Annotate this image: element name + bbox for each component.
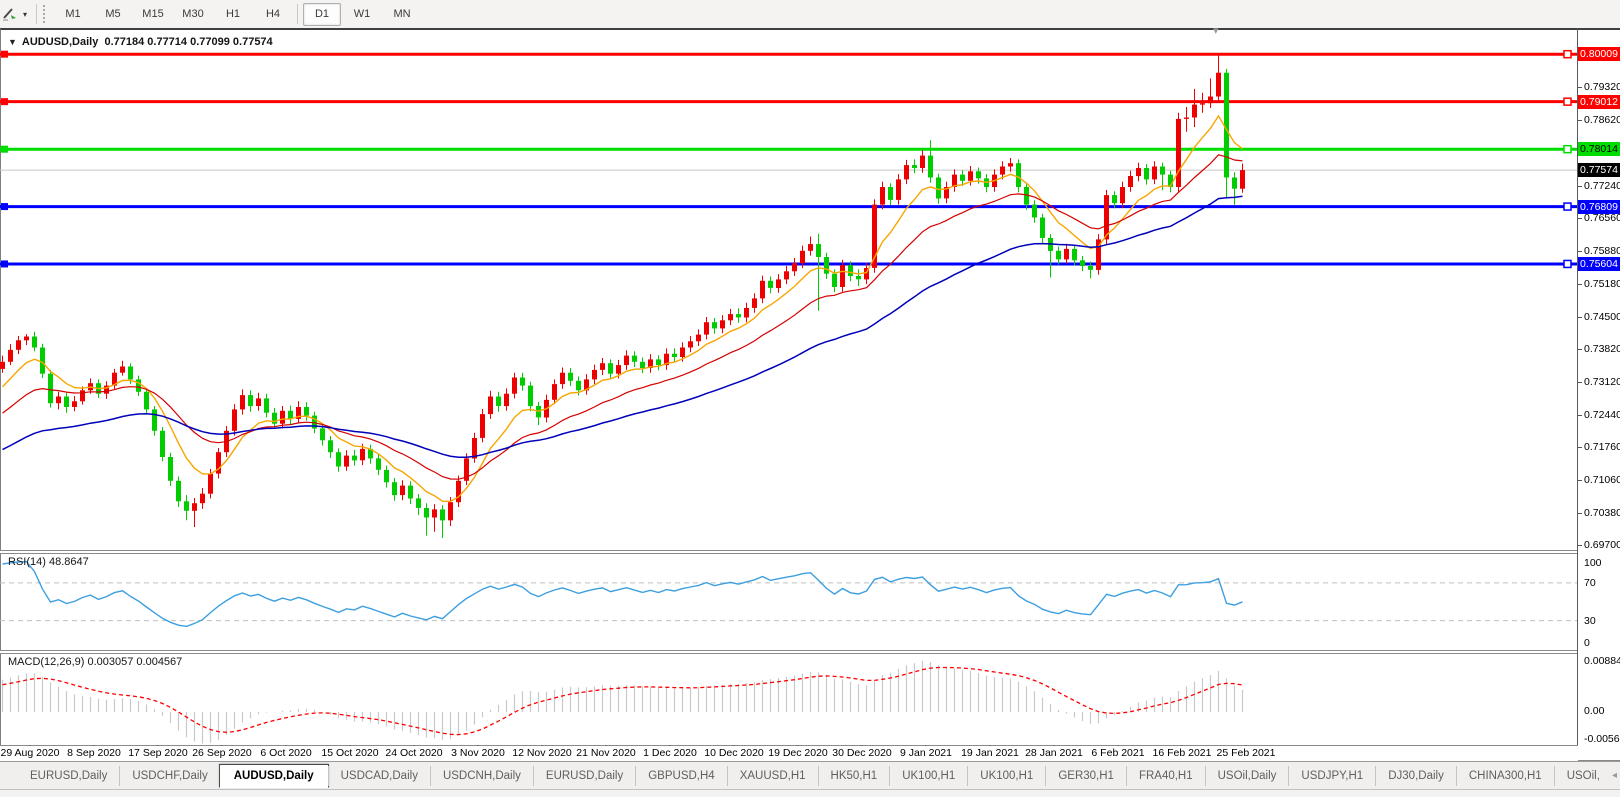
timeframe-button-M1[interactable]: M1	[65, 7, 81, 20]
chart-tab-usoil-[interactable]: USOil,	[1553, 765, 1612, 786]
date-axis-label: 8 Sep 2020	[67, 747, 121, 759]
price-tick-label: 0.72440	[1577, 409, 1620, 421]
chart-tab-usdcnh-daily[interactable]: USDCNH,Daily	[429, 765, 533, 786]
chart-tab-china300-h1[interactable]: CHINA300,H1	[1455, 765, 1554, 786]
price-scale-axis-line	[1577, 28, 1578, 745]
toolbar-separator	[297, 4, 298, 24]
price-tick-label: 0.75880	[1577, 245, 1620, 257]
chart-tab-xauusd-h1[interactable]: XAUUSD,H1	[726, 765, 818, 786]
date-axis-label: 28 Jan 2021	[1025, 747, 1083, 759]
chart-tab-dj30-daily[interactable]: DJ30,Daily	[1375, 765, 1456, 786]
macd-scale-label: 0.00884	[1584, 655, 1620, 667]
price-tick-label: 0.70380	[1577, 507, 1620, 519]
price-tick-label: 0.73120	[1577, 376, 1620, 388]
timeframe-button-MN[interactable]: MN	[393, 7, 411, 20]
hline-price-badge: 0.75604	[1578, 256, 1620, 271]
price-tick-label: 0.79320	[1577, 81, 1620, 93]
price-tick-label: 0.76560	[1577, 212, 1620, 224]
timeframe-button-M30[interactable]: M30	[182, 7, 204, 20]
date-axis-label: 19 Dec 2020	[768, 747, 828, 759]
pane-divider-macd-dates	[0, 745, 1578, 746]
date-axis-label: 24 Oct 2020	[385, 747, 443, 759]
chart-tab-usdcad-daily[interactable]: USDCAD,Daily	[327, 765, 430, 786]
price-tick-label: 0.74500	[1577, 311, 1620, 323]
price-tick-label: 0.75180	[1577, 278, 1620, 290]
rsi-indicator-label: RSI(14) 48.8647	[8, 556, 89, 568]
date-axis-label: 1 Dec 2020	[643, 747, 697, 759]
chart-tab-eurusd-daily[interactable]: EURUSD,Daily	[532, 765, 635, 786]
chart-ohlc-header: ▼ AUDUSD,Daily 0.77184 0.77714 0.77099 0.…	[8, 36, 273, 48]
timeframe-button-W1[interactable]: W1	[353, 7, 371, 20]
chart-tab-usdchf-daily[interactable]: USDCHF,Daily	[119, 765, 219, 786]
timeframe-button-D1[interactable]: D1	[303, 2, 341, 26]
current-price-badge: 0.77574	[1578, 163, 1620, 178]
date-axis-label: 6 Feb 2021	[1091, 747, 1145, 759]
chart-tab-usdjpy-h1[interactable]: USDJPY,H1	[1288, 765, 1375, 786]
chart-tab-uk100-h1[interactable]: UK100,H1	[889, 765, 967, 786]
date-axis-label: 30 Dec 2020	[832, 747, 892, 759]
date-axis-label: 9 Jan 2021	[900, 747, 952, 759]
price-tick-label: 0.69700	[1577, 539, 1620, 551]
date-axis-label: 3 Nov 2020	[451, 747, 505, 759]
date-axis-label: 16 Feb 2021	[1152, 747, 1212, 759]
date-axis-label: 21 Nov 2020	[576, 747, 636, 759]
date-axis-label: 6 Oct 2020	[260, 747, 312, 759]
cursor-glyph	[3, 8, 16, 21]
price-tick-label: 0.71060	[1577, 474, 1620, 486]
timeframe-button-H1[interactable]: H1	[225, 7, 241, 20]
price-tick-label: 0.73820	[1577, 343, 1620, 355]
date-axis-label: 12 Nov 2020	[512, 747, 572, 759]
macd-scale-label: 0.00	[1584, 705, 1605, 717]
macd-indicator-label: MACD(12,26,9) 0.003057 0.004567	[8, 656, 183, 668]
chart-tab-uk100-h1[interactable]: UK100,H1	[967, 765, 1045, 786]
hline-price-badge: 0.78014	[1578, 142, 1620, 157]
rsi-scale-label: 70	[1584, 577, 1596, 589]
timeframe-button-M5[interactable]: M5	[105, 7, 121, 20]
chart-tab-audusd-daily[interactable]: AUDUSD,Daily	[218, 763, 329, 788]
date-axis-label: 26 Sep 2020	[192, 747, 252, 759]
tabs-scroll-left-icon[interactable]: ◂	[1611, 770, 1617, 781]
chart-tab-hk50-h1[interactable]: HK50,H1	[817, 765, 890, 786]
header-ohlc-values: 0.77184 0.77714 0.77099 0.77574	[104, 36, 273, 48]
date-axis-label: 19 Jan 2021	[961, 747, 1019, 759]
chart-tab-ger30-h1[interactable]: GER30,H1	[1045, 765, 1126, 786]
pane-divider-main-rsi[interactable]	[0, 550, 1578, 554]
date-axis-label: 10 Dec 2020	[704, 747, 764, 759]
symbol-collapse-icon[interactable]: ▼	[8, 37, 17, 47]
hline-price-badge: 0.79012	[1578, 94, 1620, 109]
header-symbol: AUDUSD,Daily	[21, 36, 99, 48]
timeframe-toolbar: ▾ M1 M5 M15 M30 H1 H4 D1 W1 MN	[0, 0, 1620, 29]
macd-scale-label: -0.00565	[1584, 733, 1620, 745]
timeframe-button-M15[interactable]: M15	[142, 7, 164, 20]
pane-divider-rsi-macd[interactable]	[0, 650, 1578, 654]
bottom-strip	[0, 789, 1620, 797]
chart-tab-usoil-daily[interactable]: USOil,Daily	[1204, 765, 1289, 786]
date-axis-label: 15 Oct 2020	[321, 747, 379, 759]
rsi-scale-label: 100	[1584, 557, 1602, 569]
toolbar-separator	[36, 4, 37, 24]
rsi-scale-label: 0	[1584, 637, 1590, 649]
hline-price-badge: 0.80009	[1578, 47, 1620, 62]
chart-tab-bar: EURUSD,Daily USDCHF,Daily AUDUSD,Daily USDC…	[0, 761, 1620, 789]
chart-tab-eurusd-daily[interactable]: EURUSD,Daily	[30, 769, 108, 782]
chart-tab-gbpusd-h4[interactable]: GBPUSD,H4	[635, 765, 726, 786]
price-tick-label: 0.77240	[1577, 180, 1620, 192]
date-axis-label: 25 Feb 2021	[1216, 747, 1276, 759]
price-tick-label: 0.78620	[1577, 114, 1620, 126]
hline-price-badge: 0.76809	[1578, 199, 1620, 214]
toolbar-grip[interactable]	[43, 5, 48, 23]
timeframe-button-H4[interactable]: H4	[265, 7, 281, 20]
crosshair-cursor-icon[interactable]: ▾	[2, 3, 32, 25]
chart-tab-fra40-h1[interactable]: FRA40,H1	[1125, 765, 1205, 786]
price-tick-label: 0.71760	[1577, 441, 1620, 453]
date-axis-label: 29 Aug 2020	[0, 747, 60, 759]
rsi-scale-label: 30	[1584, 615, 1596, 627]
date-axis-label: 17 Sep 2020	[128, 747, 188, 759]
chevron-down-icon: ▾	[23, 9, 28, 19]
chart-shift-anchor-icon[interactable]: ▾	[1213, 25, 1219, 37]
time-scale[interactable]: 29 Aug 2020 8 Sep 2020 17 Sep 2020 26 Sep 2…	[0, 746, 1578, 761]
